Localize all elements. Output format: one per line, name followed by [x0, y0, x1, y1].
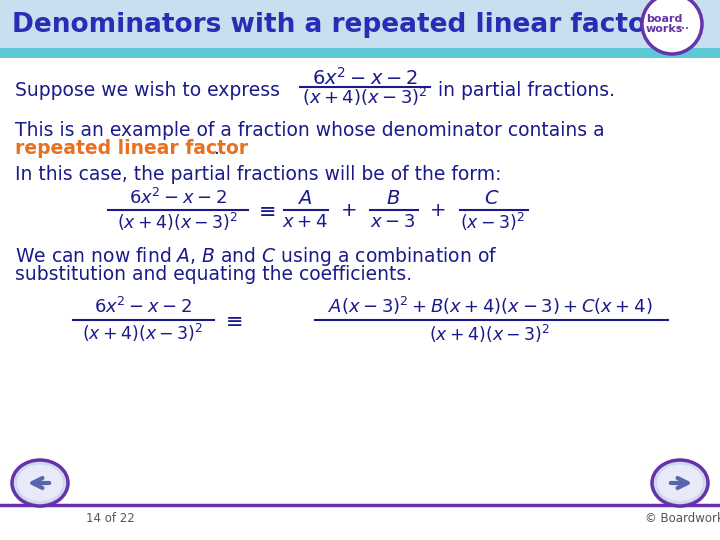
Text: $B$: $B$	[386, 188, 400, 207]
Text: $C$: $C$	[485, 188, 500, 207]
Ellipse shape	[657, 464, 703, 502]
Text: Suppose we wish to express: Suppose we wish to express	[15, 80, 280, 99]
Text: $A(x-3)^2+B(x+4)(x-3)+C(x+4)$: $A(x-3)^2+B(x+4)(x-3)+C(x+4)$	[328, 295, 652, 317]
Text: $(x+4)(x-3)^2$: $(x+4)(x-3)^2$	[117, 211, 238, 233]
Text: substitution and equating the coefficients.: substitution and equating the coefficien…	[15, 265, 412, 284]
Text: This is an example of a fraction whose denominator contains a: This is an example of a fraction whose d…	[15, 120, 605, 139]
Text: We can now find $A$, $B$ and $C$ using a combination of: We can now find $A$, $B$ and $C$ using a…	[15, 245, 498, 267]
Text: $x+4$: $x+4$	[282, 213, 328, 231]
Ellipse shape	[17, 464, 63, 502]
Text: $(x+4)(x-3)^2$: $(x+4)(x-3)^2$	[429, 323, 551, 345]
Text: $6x^2-x-2$: $6x^2-x-2$	[94, 297, 192, 317]
Bar	[0, 0, 720, 50]
Text: •••: •••	[677, 26, 689, 32]
Bar	[0, 48, 720, 58]
Text: $(x+4)(x-3)^2$: $(x+4)(x-3)^2$	[82, 322, 204, 344]
Text: $+$: $+$	[429, 200, 445, 219]
Text: $\equiv$: $\equiv$	[221, 310, 243, 330]
Text: repeated linear factor: repeated linear factor	[15, 138, 248, 158]
Text: $A$: $A$	[297, 188, 312, 207]
Text: in partial fractions.: in partial fractions.	[438, 80, 615, 99]
Text: 14 of 22: 14 of 22	[86, 511, 135, 524]
Text: © Boardworks Ltd 2006: © Boardworks Ltd 2006	[645, 511, 720, 524]
Text: board: board	[646, 14, 682, 24]
Text: $+$: $+$	[340, 200, 356, 219]
Ellipse shape	[12, 460, 68, 506]
Text: $x-3$: $x-3$	[370, 213, 415, 231]
Text: Denominators with a repeated linear factor: Denominators with a repeated linear fact…	[12, 12, 659, 38]
Circle shape	[642, 0, 702, 54]
Text: works: works	[645, 24, 683, 34]
Text: .: .	[214, 138, 220, 158]
Text: $6x^2-x-2$: $6x^2-x-2$	[312, 67, 418, 89]
Text: $(x+4)(x-3)^2$: $(x+4)(x-3)^2$	[302, 86, 428, 108]
Text: $6x^2-x-2$: $6x^2-x-2$	[129, 188, 227, 208]
Ellipse shape	[652, 460, 708, 506]
Text: $(x-3)^2$: $(x-3)^2$	[459, 211, 524, 233]
Text: $\equiv$: $\equiv$	[254, 200, 276, 220]
Text: In this case, the partial fractions will be of the form:: In this case, the partial fractions will…	[15, 165, 502, 185]
